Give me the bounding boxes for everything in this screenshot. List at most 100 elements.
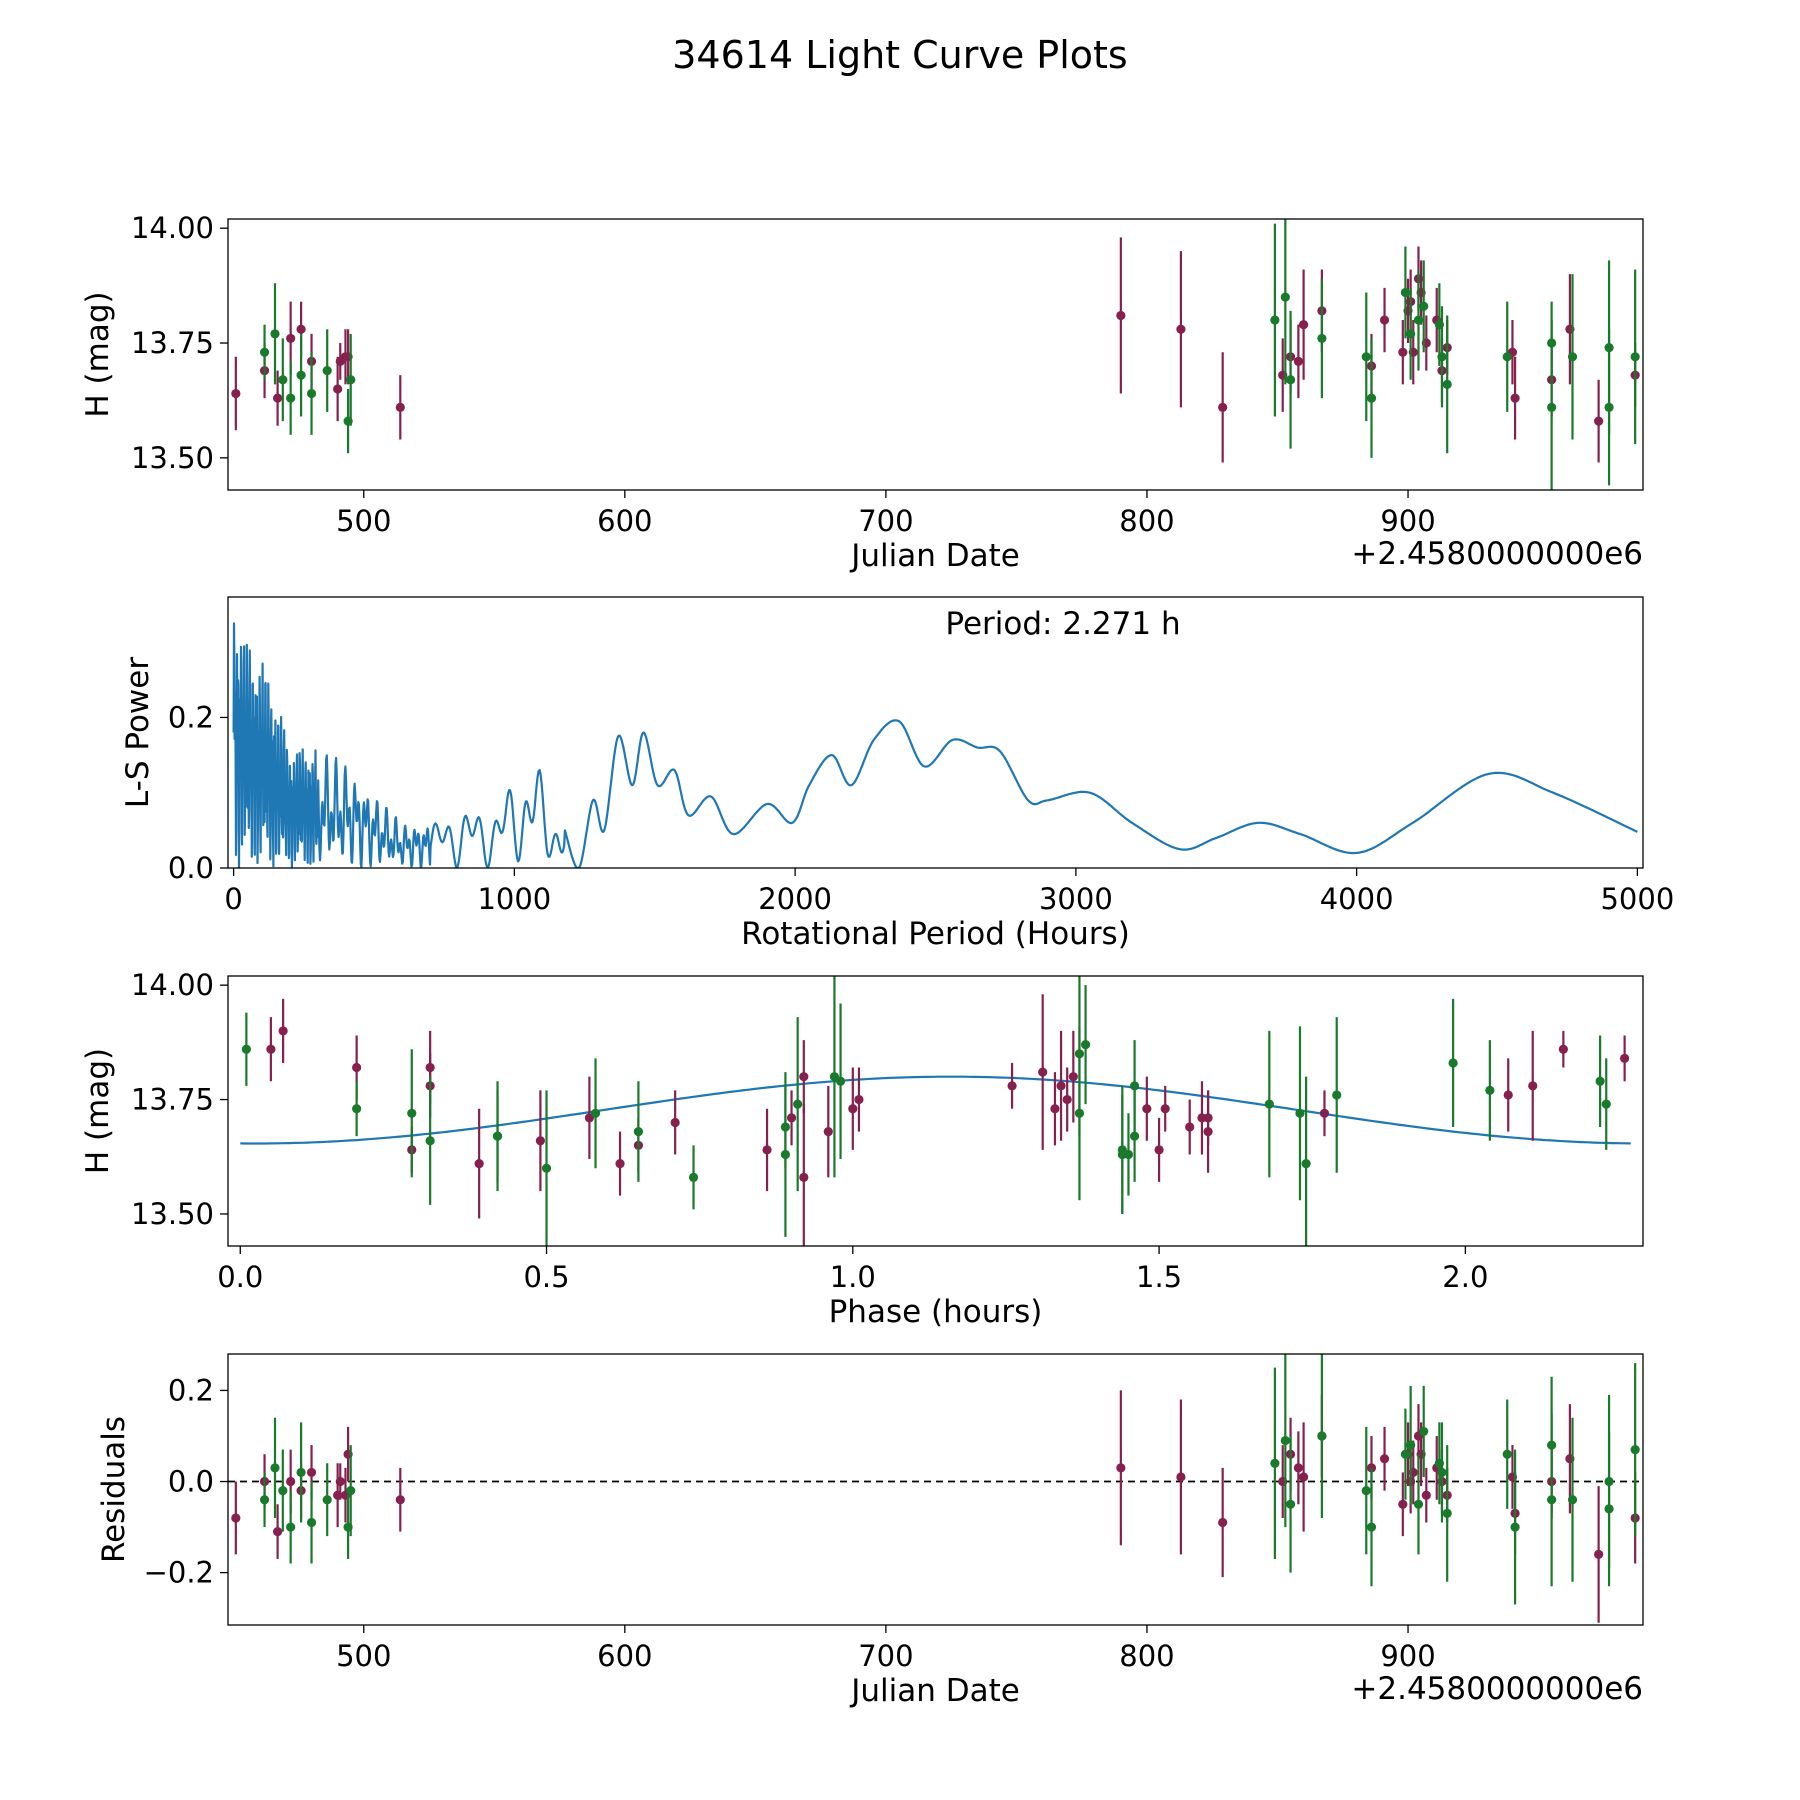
x-offset-label: +2.4580000000e6 <box>1351 536 1643 572</box>
data-point <box>1528 1081 1538 1091</box>
data-point <box>854 1094 864 1105</box>
y-tick-label: 0.2 <box>168 700 214 734</box>
model-curve <box>240 1075 1631 1145</box>
data-point <box>270 329 280 339</box>
series-g <box>241 976 1611 1246</box>
data-point <box>793 1099 803 1109</box>
data-point <box>1007 1081 1017 1091</box>
data-point <box>1442 1508 1452 1519</box>
data-point <box>823 1126 833 1137</box>
y-tick-label: 13.75 <box>131 326 214 360</box>
y-tick-label: 13.50 <box>131 441 214 475</box>
data-point <box>1160 1104 1170 1114</box>
panels: 500 600 700 800 900 13.50 13.75 14.00 Julian Dat… <box>80 211 1674 1709</box>
plot-area <box>232 622 1638 868</box>
x-tick-label: 0.0 <box>217 1260 263 1294</box>
x-axis-label: Phase (hours) <box>829 1294 1043 1330</box>
data-point <box>425 1062 435 1073</box>
data-point <box>1038 1067 1048 1077</box>
data-point <box>799 1072 809 1082</box>
data-point <box>1280 1435 1290 1446</box>
data-point <box>1379 315 1390 325</box>
x-tick-label: 2000 <box>758 882 832 916</box>
plot-frame <box>227 596 1644 869</box>
data-point <box>296 324 306 334</box>
data-point <box>1218 1517 1228 1528</box>
x-tick-label: 700 <box>858 504 913 538</box>
series-r <box>266 994 1630 1246</box>
y-tick-label: 13.50 <box>131 1197 214 1231</box>
x-axis-label: Julian Date <box>849 1673 1020 1709</box>
data-point <box>1379 1454 1390 1464</box>
x-axis-label: Rotational Period (Hours) <box>741 916 1130 952</box>
data-point <box>1510 1522 1520 1532</box>
data-point <box>1502 352 1512 362</box>
data-point <box>799 1172 809 1182</box>
x-tick-label: 500 <box>336 504 391 538</box>
plot-area <box>228 1354 1643 1623</box>
data-point <box>1406 329 1416 339</box>
y-tick-label: −0.2 <box>144 1556 214 1590</box>
data-point <box>1293 1463 1303 1473</box>
data-point <box>352 1104 362 1114</box>
data-point <box>1056 1081 1066 1091</box>
x-tick-label: 700 <box>858 1639 913 1673</box>
data-point <box>535 1136 546 1146</box>
data-point <box>1332 1090 1342 1100</box>
data-point <box>1630 352 1640 362</box>
data-point <box>1080 1040 1091 1050</box>
data-point <box>1421 1490 1431 1500</box>
plot-frame <box>227 975 1644 1247</box>
data-point <box>1319 1108 1330 1118</box>
panel-periodogram: 0 1000 2000 3000 4000 5000 0.0 0.2 Rotational Pe… <box>120 596 1674 952</box>
data-point <box>474 1159 484 1169</box>
panel-residuals: 500 600 700 800 900 −0.2 0.0 0.2 Julian Date Resi… <box>96 1353 1644 1709</box>
data-point <box>615 1159 625 1169</box>
data-point <box>1062 1094 1072 1105</box>
data-point <box>306 388 317 399</box>
data-point <box>1218 402 1228 412</box>
plot-frame <box>227 1353 1644 1626</box>
data-point <box>278 1486 288 1496</box>
data-point <box>1116 1463 1126 1473</box>
data-point <box>1123 1149 1134 1160</box>
data-point <box>1604 1476 1614 1487</box>
x-tick-label: 500 <box>336 1639 391 1673</box>
data-point <box>1293 356 1303 366</box>
x-tick-label: 800 <box>1119 504 1174 538</box>
data-point <box>306 1517 317 1528</box>
data-point <box>835 1076 846 1086</box>
data-point <box>1400 1449 1411 1459</box>
y-tick-label: 0.0 <box>168 851 214 885</box>
data-point <box>492 1131 503 1141</box>
data-point <box>541 1163 552 1173</box>
data-point <box>1129 1131 1140 1141</box>
data-point <box>1301 1159 1311 1169</box>
x-tick-label: 900 <box>1380 1639 1435 1673</box>
data-point <box>1503 1090 1513 1100</box>
data-point <box>1510 393 1520 403</box>
data-point <box>1299 1472 1309 1482</box>
data-point <box>1594 416 1604 426</box>
data-point <box>322 365 332 376</box>
x-tick-label: 600 <box>597 504 652 538</box>
data-point <box>273 1527 283 1537</box>
data-point <box>270 1463 280 1473</box>
data-point <box>1295 1108 1305 1118</box>
data-point <box>1270 315 1280 325</box>
y-axis-label: H (mag) <box>80 291 116 417</box>
data-point <box>1366 393 1377 403</box>
data-point <box>286 1522 296 1532</box>
data-point <box>278 1026 288 1036</box>
x-tick-label: 5000 <box>1600 882 1674 916</box>
data-point <box>1398 347 1408 357</box>
data-point <box>425 1136 435 1146</box>
data-point <box>1413 1499 1424 1509</box>
data-point <box>1285 375 1296 385</box>
x-tick-label: 900 <box>1380 504 1435 538</box>
data-point <box>1567 1495 1578 1505</box>
series-g <box>259 219 1640 490</box>
data-point <box>1361 352 1371 362</box>
